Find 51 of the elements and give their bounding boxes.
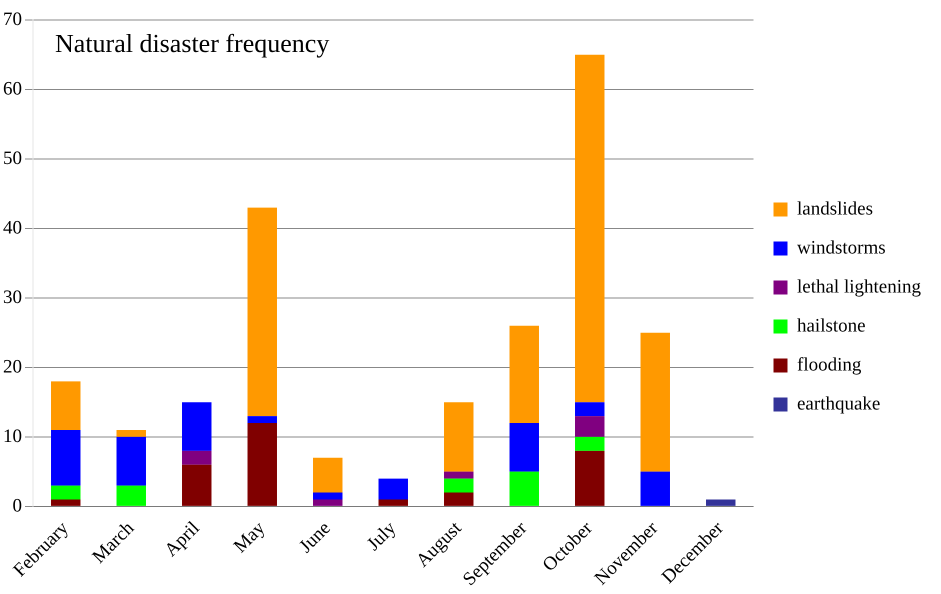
y-tick-label: 10 [3,426,22,447]
bar [182,464,212,506]
legend-label: windstorms [797,237,886,258]
bar [248,208,277,416]
x-tick-label: July [363,517,401,555]
bar [640,332,670,472]
legend-label: hailstone [797,315,866,336]
bar [575,436,604,451]
legend-label: earthquake [797,393,880,414]
bar [510,326,539,424]
y-tick-label: 70 [3,8,22,30]
y-tick-label: 60 [3,78,22,100]
y-tick-label: 0 [12,495,22,516]
bar [51,486,80,500]
y-tick-label: 50 [3,148,22,169]
bar [51,499,80,506]
bar [575,402,604,416]
bar [116,436,146,486]
x-tick-label: May [230,517,270,558]
bar [378,478,408,500]
bar [182,450,212,465]
bar [51,430,80,486]
bar [116,486,146,506]
bar [378,499,408,506]
y-tick-label: 20 [3,356,22,378]
bar [510,423,539,472]
bar [640,472,670,506]
bar [575,416,604,437]
y-tick-label: 30 [3,286,22,308]
bar [510,472,539,506]
legend-label: flooding [797,354,862,376]
bar [575,54,604,402]
bar [248,423,277,506]
bar [313,492,342,500]
x-tick-label: June [295,518,335,558]
y-tick-label: 40 [3,217,22,238]
bar [706,499,736,506]
bar [444,402,474,472]
bar [444,492,474,506]
bar [182,402,212,451]
bar [116,430,146,437]
bar [444,478,474,493]
bar [51,381,80,430]
legend-label: lethal lightening [797,276,922,298]
legend-label: landslides [797,198,873,220]
bar [248,416,277,424]
bar [313,499,342,506]
chart-title: Natural disaster frequency [55,28,330,58]
bar [575,450,604,506]
bar [313,458,342,493]
bar [444,472,474,479]
